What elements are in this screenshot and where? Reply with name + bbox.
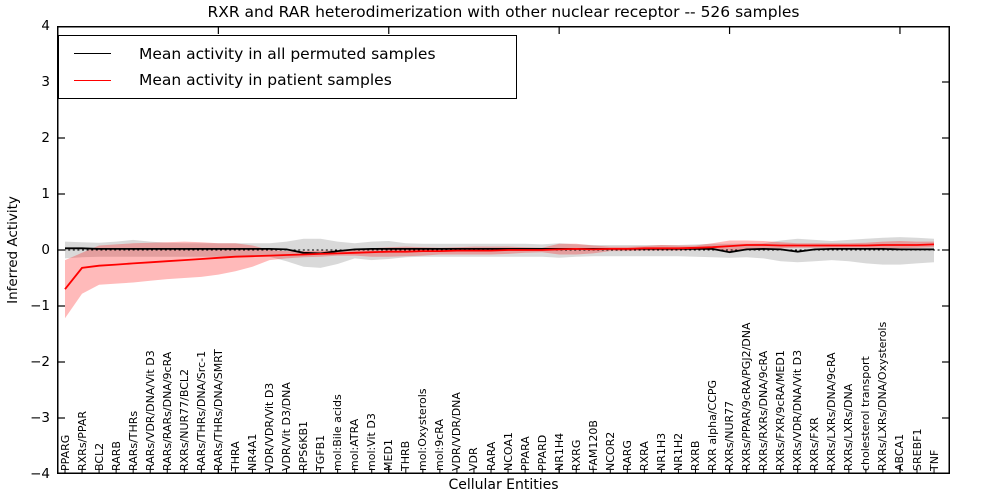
- x-tick-label: mol:9cRA: [433, 419, 447, 471]
- x-tick-label: PPARA: [518, 436, 532, 471]
- legend: Mean activity in all permuted samples Me…: [58, 35, 517, 99]
- axes-spines: [57, 26, 950, 474]
- x-tick-label: NR1H2: [671, 432, 685, 471]
- y-tick-label: 3: [41, 74, 50, 90]
- legend-label-patient: Mean activity in patient samples: [139, 71, 392, 90]
- x-tick-label: RXRs/PPAR/9cRA/PGJ2/DNA: [740, 322, 754, 472]
- x-tick-label: RXRB: [688, 440, 702, 471]
- x-tick-label: RXRs/FXR/9cRA/MED1: [774, 350, 788, 471]
- x-tick-label: RXRs/NUR77/BCL2: [177, 368, 191, 471]
- x-tick-label: THRA: [228, 441, 242, 471]
- legend-label-permuted: Mean activity in all permuted samples: [139, 44, 436, 63]
- x-tick-label: RXRs/LXRs/DNA: [842, 383, 856, 471]
- x-tick-label: mol:Bile acids: [331, 394, 345, 471]
- x-tick-label: ABCA1: [893, 433, 907, 471]
- x-tick-label: THRB: [399, 440, 413, 471]
- plot-area: [57, 26, 950, 474]
- x-tick-label: RXR alpha/CCPG: [706, 379, 720, 471]
- x-tick-label: RARs/THRs/DNA/Src-1: [194, 350, 208, 471]
- x-tick-label: NR4A1: [245, 433, 259, 471]
- legend-line-sample-patient: [74, 79, 111, 81]
- x-tick-label: BCL2: [92, 442, 106, 471]
- x-tick-label: RARB: [109, 441, 123, 471]
- x-tick-label: NCOA1: [501, 432, 515, 471]
- x-tick-label: mol:ATRA: [348, 418, 362, 471]
- x-tick-label: RXRs/LXRs/DNA/Oxysterols: [876, 321, 890, 471]
- x-tick-label: VDR/VDR/Vit D3: [262, 382, 276, 471]
- x-tick-label: RARA: [484, 441, 498, 471]
- x-tick-label: RXRs/RXRs/DNA/9cRA: [757, 350, 771, 471]
- x-axis-label: Cellular Entities: [448, 477, 559, 493]
- x-tick-label: RXRs/FXR: [808, 417, 822, 471]
- x-tick-label: RXRs/NUR77: [723, 400, 737, 471]
- x-tick-label: RARG: [620, 440, 634, 471]
- x-tick-label: TNF: [927, 449, 941, 471]
- x-tick-label: VDR: [467, 447, 481, 471]
- x-tick-label: RXRs/VDR/DNA/Vit D3: [791, 349, 805, 471]
- x-tick-label: RXRG: [569, 439, 583, 471]
- permuted-mean-line: [65, 247, 934, 255]
- x-tick-label: NR1H4: [552, 432, 566, 471]
- y-tick-label: 0: [41, 242, 50, 258]
- x-tick-label: PPARD: [535, 434, 549, 471]
- x-tick-label: SREBF1: [910, 428, 924, 471]
- x-tick-label: MED1: [382, 439, 396, 471]
- y-tick-label: 2: [41, 130, 50, 146]
- y-tick-label: 1: [41, 186, 50, 202]
- y-tick-label: 4: [41, 18, 50, 34]
- x-tick-label: VDR/Vit D3/DNA: [280, 382, 294, 471]
- y-tick-label: −3: [30, 410, 50, 426]
- chart-title: RXR and RAR heterodimerization with othe…: [207, 3, 800, 21]
- x-tick-label: RXRs/PPAR: [75, 411, 89, 471]
- x-tick-label: NR1H3: [654, 432, 668, 471]
- x-tick-label: mol:Oxysterols: [416, 388, 430, 472]
- x-tick-label: RARs/THRs/DNA/SMRT: [211, 349, 225, 471]
- y-tick-label: −2: [30, 354, 50, 370]
- x-tick-label: RXRs/LXRs/DNA/9cRA: [825, 352, 839, 471]
- x-tick-label: mol:Vit D3: [365, 413, 379, 471]
- chart-canvas: [57, 26, 950, 474]
- x-tick-label: cholesterol transport: [859, 356, 873, 471]
- x-tick-label: RPS6KB1: [297, 420, 311, 471]
- x-tick-label: FAM120B: [586, 420, 600, 471]
- x-tick-label: RARs/VDR/DNA/Vit D3: [143, 350, 157, 471]
- x-tick-label: VDR/VDR/DNA: [450, 392, 464, 471]
- y-tick-label: −4: [30, 466, 50, 482]
- patient-mean-line: [64, 243, 935, 290]
- x-tick-label: NCOR2: [603, 431, 617, 471]
- x-tick-label: TGFB1: [314, 434, 328, 471]
- y-tick-label: −1: [30, 298, 50, 314]
- x-tick-label: PPARG: [58, 434, 72, 471]
- legend-line-sample-permuted: [74, 53, 111, 55]
- legend-item-permuted: Mean activity in all permuted samples: [59, 45, 516, 63]
- permuted-confidence-band: [65, 237, 934, 268]
- legend-item-patient: Mean activity in patient samples: [59, 71, 516, 89]
- x-tick-label: RXRA: [637, 441, 651, 471]
- x-tick-label: RARs/THRs: [126, 410, 140, 471]
- x-tick-label: RARs/RARs/DNA/9cRA: [160, 351, 174, 471]
